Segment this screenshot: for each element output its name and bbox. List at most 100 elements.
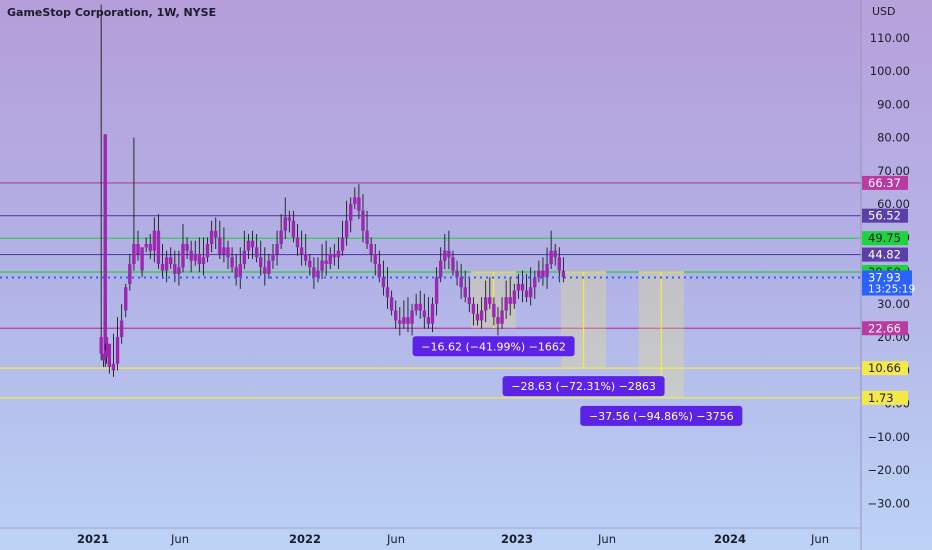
- candle[interactable]: [119, 303, 124, 344]
- candle[interactable]: [132, 137, 136, 271]
- candle[interactable]: [357, 184, 361, 220]
- candle[interactable]: [467, 277, 472, 313]
- candle[interactable]: [410, 303, 414, 336]
- candle[interactable]: [283, 197, 287, 240]
- candle[interactable]: [373, 244, 377, 276]
- measure-label[interactable]: −28.63 (−72.31%) −2863: [502, 376, 665, 397]
- candle[interactable]: [541, 257, 545, 286]
- level-price-label[interactable]: 1.73: [862, 390, 908, 405]
- candle[interactable]: [271, 244, 275, 269]
- candle[interactable]: [504, 280, 508, 319]
- candle[interactable]: [393, 300, 398, 329]
- candle[interactable]: [144, 237, 148, 253]
- candle[interactable]: [361, 194, 365, 243]
- candle[interactable]: [365, 210, 369, 249]
- candle[interactable]: [389, 290, 394, 316]
- candle[interactable]: [459, 263, 463, 299]
- candle[interactable]: [140, 247, 144, 278]
- candle[interactable]: [324, 240, 328, 276]
- candle[interactable]: [250, 230, 255, 259]
- candle[interactable]: [205, 237, 210, 263]
- candle[interactable]: [528, 267, 533, 306]
- candle[interactable]: [533, 270, 537, 299]
- candle[interactable]: [434, 267, 439, 316]
- level-price-label[interactable]: 56.52: [862, 208, 908, 223]
- level-price-label[interactable]: 66.37: [862, 175, 908, 190]
- candle[interactable]: [279, 214, 283, 249]
- candle[interactable]: [164, 250, 169, 283]
- candle[interactable]: [238, 247, 242, 289]
- candle[interactable]: [295, 224, 300, 256]
- candle[interactable]: [385, 267, 390, 309]
- candle[interactable]: [115, 317, 120, 371]
- candle[interactable]: [344, 200, 349, 246]
- candle[interactable]: [242, 230, 247, 269]
- candle[interactable]: [483, 280, 488, 323]
- candle[interactable]: [209, 220, 214, 253]
- candle[interactable]: [512, 283, 517, 309]
- candle[interactable]: [475, 303, 480, 326]
- candle[interactable]: [430, 297, 435, 333]
- candle[interactable]: [414, 293, 418, 316]
- candle[interactable]: [516, 273, 521, 299]
- candle[interactable]: [234, 253, 238, 286]
- candle[interactable]: [455, 260, 459, 286]
- candle[interactable]: [508, 277, 512, 316]
- candle[interactable]: [340, 220, 345, 256]
- level-price-label[interactable]: 22.66: [862, 321, 908, 336]
- candle[interactable]: [222, 227, 226, 263]
- candle[interactable]: [500, 297, 504, 329]
- candle[interactable]: [312, 257, 316, 289]
- candle[interactable]: [254, 234, 259, 263]
- time-axis[interactable]: [0, 528, 861, 550]
- candle[interactable]: [111, 333, 116, 377]
- candle[interactable]: [520, 270, 525, 303]
- candle[interactable]: [246, 234, 251, 259]
- candle[interactable]: [291, 210, 296, 243]
- candle[interactable]: [201, 237, 206, 276]
- candle[interactable]: [169, 247, 173, 269]
- candle[interactable]: [308, 253, 312, 276]
- candle[interactable]: [332, 244, 337, 266]
- candle[interactable]: [124, 283, 128, 318]
- candle[interactable]: [99, 4, 103, 361]
- candle[interactable]: [426, 297, 431, 329]
- candle[interactable]: [160, 244, 165, 279]
- candle[interactable]: [148, 234, 152, 259]
- candle[interactable]: [353, 187, 357, 210]
- level-price-label[interactable]: 44.82: [862, 248, 908, 262]
- candle[interactable]: [422, 293, 427, 329]
- measure-label[interactable]: −37.56 (−94.86%) −3756: [580, 405, 743, 426]
- level-price-label[interactable]: 49.75: [862, 231, 908, 246]
- measure-label[interactable]: −16.62 (−41.99%) −1662: [412, 336, 575, 357]
- candle[interactable]: [406, 297, 410, 333]
- candle[interactable]: [287, 210, 292, 233]
- candle[interactable]: [189, 240, 193, 273]
- candle[interactable]: [230, 247, 234, 273]
- candle[interactable]: [451, 250, 455, 276]
- candle[interactable]: [103, 134, 107, 351]
- candle[interactable]: [320, 244, 324, 279]
- candle[interactable]: [369, 237, 373, 263]
- candle[interactable]: [463, 270, 467, 303]
- candle[interactable]: [418, 290, 422, 319]
- candle[interactable]: [561, 257, 566, 283]
- candle[interactable]: [193, 240, 197, 266]
- candle[interactable]: [381, 260, 386, 296]
- candle[interactable]: [471, 297, 476, 326]
- candle[interactable]: [299, 230, 304, 266]
- candle[interactable]: [447, 230, 451, 269]
- candle[interactable]: [443, 234, 447, 269]
- candle[interactable]: [492, 297, 496, 326]
- candle[interactable]: [488, 277, 492, 309]
- candle[interactable]: [438, 247, 443, 283]
- candle[interactable]: [181, 224, 185, 273]
- candle[interactable]: [263, 247, 267, 286]
- candle[interactable]: [177, 250, 181, 286]
- candle[interactable]: [226, 240, 230, 269]
- candle[interactable]: [218, 220, 222, 259]
- candle[interactable]: [537, 260, 541, 283]
- candle[interactable]: [524, 273, 529, 303]
- candle[interactable]: [107, 343, 112, 374]
